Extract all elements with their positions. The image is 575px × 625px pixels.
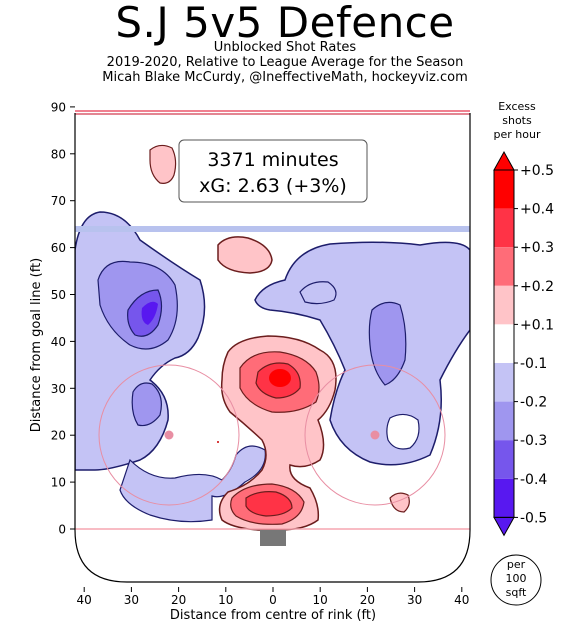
y-tick-label: 90 — [51, 100, 66, 114]
x-tick-label: 40 — [454, 593, 469, 607]
y-axis-label: Distance from goal line (ft) — [29, 258, 44, 432]
colorbar-title-line3: per hour — [494, 128, 541, 141]
colorbar-band — [494, 478, 514, 518]
crease-dark-red — [245, 491, 293, 517]
y-axis: 0 10 20 30 40 50 60 70 80 90 — [51, 100, 75, 537]
colorbar-tick-label: +0.3 — [520, 240, 554, 256]
x-tick-label: 10 — [313, 593, 328, 607]
y-tick-label: 0 — [58, 523, 66, 537]
y-tick-label: 50 — [51, 288, 66, 302]
low-right-light-red — [389, 492, 410, 513]
colorbar-tick-label: +0.2 — [520, 279, 554, 295]
left-circle-dark-blue — [131, 382, 162, 427]
unit-line3: sqft — [506, 586, 527, 599]
colorbar-tick-label: +0.4 — [520, 202, 554, 218]
y-tick-label: 60 — [51, 241, 66, 255]
season-line: 2019-2020, Relative to League Average fo… — [106, 55, 464, 70]
xg-text: xG: 2.63 (+3%) — [199, 175, 347, 197]
rink-heatmap — [75, 113, 470, 582]
right-circle-hole — [386, 413, 420, 450]
left-wing-core — [141, 301, 158, 325]
x-tick-label: 40 — [77, 593, 92, 607]
unit-line2: 100 — [506, 572, 527, 585]
y-tick-label: 10 — [51, 476, 66, 490]
x-tick-label: 10 — [218, 593, 233, 607]
x-tick-label: 0 — [269, 593, 277, 607]
colorbar-band — [494, 208, 514, 248]
x-tick-label: 20 — [171, 593, 186, 607]
top-blue-region — [299, 281, 337, 305]
x-tick-label: 20 — [360, 593, 375, 607]
blue-line — [75, 226, 470, 232]
left-faceoff-circle — [98, 364, 240, 506]
y-tick-label: 70 — [51, 194, 66, 208]
x-tick-label: 30 — [407, 593, 422, 607]
chart-title: S.J 5v5 Defence — [115, 0, 455, 47]
x-axis-label: Distance from centre of rink (ft) — [170, 608, 376, 623]
minutes-text: 3371 minutes — [207, 149, 338, 171]
x-axis: 40 30 20 10 0 10 20 30 40 — [77, 587, 469, 607]
left-faceoff-dot — [164, 430, 174, 440]
goal-net — [260, 530, 286, 546]
colorbar-bottom-arrow — [493, 516, 515, 537]
info-box — [178, 139, 368, 203]
rink-boards — [74, 113, 471, 583]
colorbar-band — [494, 440, 514, 479]
y-tick-label: 80 — [51, 147, 66, 161]
colorbar-tick-label: -0.3 — [520, 433, 547, 449]
hash-mark — [217, 441, 219, 443]
colorbar-top-arrow — [493, 150, 515, 171]
colorbar-band — [494, 401, 514, 441]
colorbar-tick-label: +0.5 — [520, 163, 554, 179]
high-left-light-red — [149, 144, 177, 184]
chart-subtitle: Unblocked Shot Rates — [213, 40, 357, 55]
colorbar-band — [494, 324, 514, 363]
colorbar-band — [494, 247, 514, 286]
colorbar-band — [494, 170, 514, 209]
right-faceoff-circle — [304, 364, 446, 506]
y-tick-label: 20 — [51, 429, 66, 443]
credit-line: Micah Blake McCurdy, @IneffectiveMath, h… — [102, 70, 468, 85]
colorbar-tick-label: -0.1 — [520, 356, 547, 372]
y-tick-label: 30 — [51, 382, 66, 396]
y-tick-label: 40 — [51, 335, 66, 349]
unit-line1: per — [507, 558, 526, 571]
colorbar-band — [494, 363, 514, 402]
colorbar-tick-label: +0.1 — [520, 317, 554, 333]
colorbar-title-line2: shots — [502, 114, 532, 127]
colorbar-tick-label: -0.2 — [520, 395, 547, 411]
x-tick-label: 30 — [124, 593, 139, 607]
colorbar: +0.5 +0.4 +0.3 +0.2 +0.1 -0.1 -0.2 -0.3 -0.4 -0.5 — [493, 150, 554, 537]
colorbar-title-line1: Excess — [498, 100, 536, 113]
colorbar-tick-label: -0.4 — [520, 472, 547, 488]
unit-badge — [490, 554, 542, 606]
left-upper-light-red — [217, 236, 273, 274]
right-faceoff-dot — [370, 430, 380, 440]
colorbar-tick-label: -0.5 — [520, 510, 547, 526]
slot-hot-core — [269, 369, 291, 387]
colorbar-frame — [493, 169, 515, 518]
colorbar-band — [494, 285, 514, 325]
right-wing-dark-blue — [368, 301, 407, 386]
